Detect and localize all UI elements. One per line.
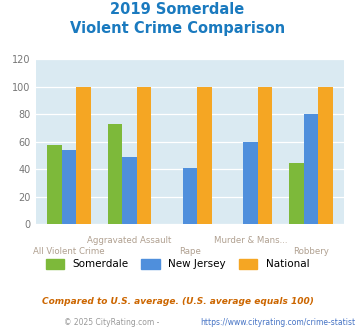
Bar — [258, 87, 272, 224]
Bar — [108, 124, 122, 224]
Text: Violent Crime Comparison: Violent Crime Comparison — [70, 21, 285, 36]
Bar — [183, 168, 197, 224]
Text: 2019 Somerdale: 2019 Somerdale — [110, 2, 245, 16]
Bar — [289, 162, 304, 224]
Text: Murder & Mans...: Murder & Mans... — [214, 236, 287, 245]
Text: All Violent Crime: All Violent Crime — [33, 247, 105, 256]
Bar — [76, 87, 91, 224]
Bar — [304, 115, 318, 224]
Text: © 2025 CityRating.com -: © 2025 CityRating.com - — [64, 318, 162, 327]
Text: Aggravated Assault: Aggravated Assault — [87, 236, 171, 245]
Bar — [122, 157, 137, 224]
Bar — [137, 87, 151, 224]
Bar — [243, 142, 258, 224]
Text: Robbery: Robbery — [293, 247, 329, 256]
Text: Compared to U.S. average. (U.S. average equals 100): Compared to U.S. average. (U.S. average … — [42, 297, 313, 306]
Bar — [47, 145, 61, 224]
Text: Rape: Rape — [179, 247, 201, 256]
Text: https://www.cityrating.com/crime-statistics/: https://www.cityrating.com/crime-statist… — [201, 318, 355, 327]
Legend: Somerdale, New Jersey, National: Somerdale, New Jersey, National — [42, 254, 313, 273]
Bar — [318, 87, 333, 224]
Bar — [197, 87, 212, 224]
Bar — [61, 150, 76, 224]
